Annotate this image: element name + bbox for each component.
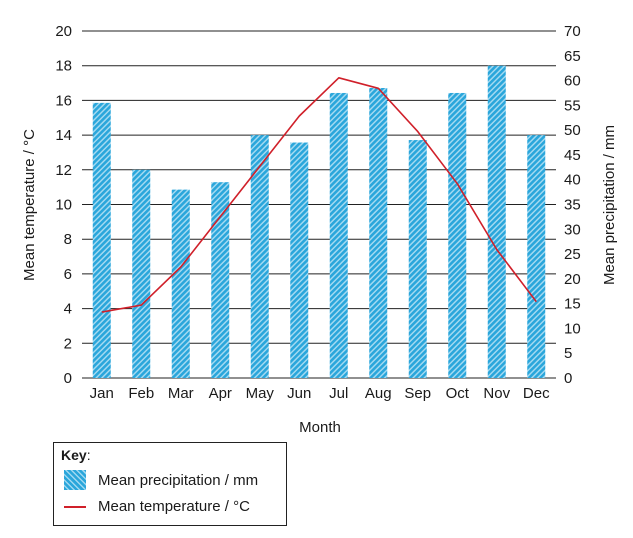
temperature-line-group [101,77,537,313]
legend-title: Key: [61,447,91,463]
left-tick-label: 14 [55,127,72,144]
x-axis-title: Month [299,419,341,436]
left-axis-title: Mean temperature / °C [21,129,38,281]
chart: 0 2 4 6 8 10 12 14 16 18 20 0 5 10 15 20 25 30 35 40 45 50 55… [21,23,618,436]
right-tick-label: 70 [564,23,581,40]
bar-nov [487,65,506,378]
bar-sep [408,140,427,378]
right-tick-label: 10 [564,320,581,337]
precipitation-bars [92,65,546,378]
left-tick-label: 4 [64,301,72,318]
bar-dec [527,135,546,378]
x-tick-label: Nov [483,385,510,402]
legend-item-precipitation: Mean precipitation / mm [64,470,258,490]
x-tick-label: Apr [209,385,232,402]
left-tick-label: 2 [64,335,72,352]
right-axis-title: Mean precipitation / mm [601,125,618,285]
left-tick-label: 8 [64,231,72,248]
legend-swatch-line [64,505,86,508]
left-tick-label: 16 [55,92,72,109]
right-tick-label: 45 [564,147,581,164]
temperature-line [101,77,537,313]
bar-mar [171,189,190,378]
bar-oct [448,92,467,378]
x-tick-label: Aug [365,385,392,402]
bar-jul [329,92,348,378]
legend-item-temperature: Mean temperature / °C [64,498,250,515]
x-tick-label: Sep [404,385,431,402]
right-tick-label: 50 [564,122,581,139]
bar-jun [290,142,309,378]
left-tick-label: 0 [64,370,72,387]
left-axis-ticks: 0 2 4 6 8 10 12 14 16 18 20 [55,23,72,387]
x-tick-label: Oct [446,385,470,402]
x-tick-label: Jun [287,385,311,402]
legend-label-precipitation: Mean precipitation / mm [98,471,259,489]
x-tick-label: Feb [128,385,154,402]
legend-title-text: Key [61,447,87,463]
right-tick-label: 5 [564,345,572,362]
bar-feb [132,169,151,378]
left-tick-label: 10 [55,197,72,214]
x-tick-label: Jul [329,385,348,402]
right-tick-label: 30 [564,221,581,238]
right-tick-label: 15 [564,296,581,313]
gridlines [82,30,556,379]
x-tick-label: Dec [523,385,550,402]
legend-title-suffix: : [86,447,91,463]
x-tick-label: Jan [90,385,114,402]
bar-apr [211,182,230,378]
legend-key: Key: Mean precipitation / mm Mean temper… [53,442,287,526]
legend-swatch-bar [64,470,86,490]
right-tick-label: 55 [564,97,581,114]
bar-aug [369,88,388,378]
bar-may [250,135,269,378]
bar-jan [92,102,111,378]
right-tick-label: 0 [564,370,572,387]
x-axis-ticks: Jan Feb Mar Apr May Jun Jul Aug Sep Oct Nov Dec [90,385,550,402]
x-tick-label: May [246,385,275,402]
left-tick-label: 12 [55,162,72,179]
right-tick-label: 40 [564,172,581,189]
right-tick-label: 25 [564,246,581,263]
left-tick-label: 20 [55,23,72,40]
right-tick-label: 60 [564,73,581,90]
x-tick-label: Mar [168,385,194,402]
right-tick-label: 35 [564,197,581,214]
right-tick-label: 65 [564,48,581,65]
left-tick-label: 6 [64,266,72,283]
left-tick-label: 18 [55,58,72,75]
right-axis-ticks: 0 5 10 15 20 25 30 35 40 45 50 55 60 65 70 [564,23,581,387]
right-tick-label: 20 [564,271,581,288]
legend-label-temperature: Mean temperature / °C [98,498,250,515]
